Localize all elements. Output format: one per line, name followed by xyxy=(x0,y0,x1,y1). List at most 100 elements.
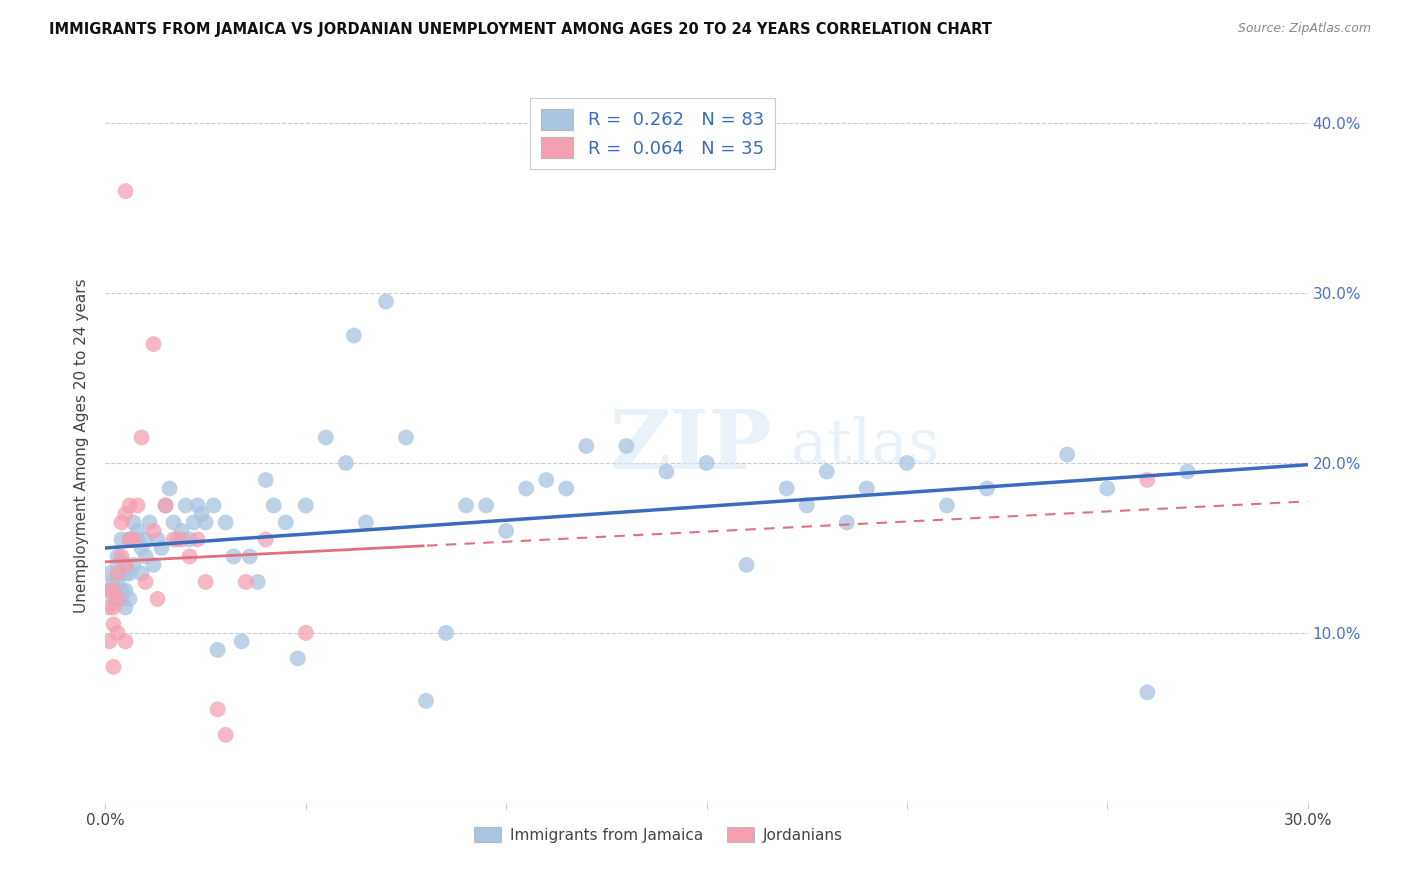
Point xyxy=(1097,482,1119,496)
Point xyxy=(170,524,193,538)
Point xyxy=(118,533,141,547)
Point xyxy=(315,430,337,444)
Point xyxy=(354,516,377,530)
Point xyxy=(179,549,201,564)
Point xyxy=(118,533,141,547)
Point xyxy=(214,516,236,530)
Point xyxy=(187,533,209,547)
Text: Source: ZipAtlas.com: Source: ZipAtlas.com xyxy=(1237,22,1371,36)
Point xyxy=(194,516,217,530)
Point xyxy=(127,524,149,538)
Point xyxy=(515,482,537,496)
Point xyxy=(231,634,253,648)
Point xyxy=(107,591,129,606)
Point xyxy=(122,533,145,547)
Point xyxy=(98,583,121,598)
Point xyxy=(214,728,236,742)
Y-axis label: Unemployment Among Ages 20 to 24 years: Unemployment Among Ages 20 to 24 years xyxy=(75,278,90,614)
Point xyxy=(287,651,309,665)
Point xyxy=(246,574,269,589)
Point xyxy=(114,600,136,615)
Point xyxy=(114,583,136,598)
Point xyxy=(98,634,121,648)
Point xyxy=(135,574,157,589)
Point xyxy=(162,533,184,547)
Point xyxy=(202,499,225,513)
Point xyxy=(295,499,318,513)
Point xyxy=(135,549,157,564)
Point xyxy=(295,626,318,640)
Point xyxy=(263,499,285,513)
Point xyxy=(1056,448,1078,462)
Point xyxy=(114,558,136,572)
Point xyxy=(274,516,297,530)
Point xyxy=(110,549,132,564)
Point xyxy=(575,439,598,453)
Point xyxy=(235,574,257,589)
Point xyxy=(135,533,157,547)
Point xyxy=(495,524,517,538)
Point xyxy=(375,294,398,309)
Point xyxy=(98,566,121,581)
Point xyxy=(114,558,136,572)
Point xyxy=(796,499,818,513)
Point xyxy=(103,660,125,674)
Point xyxy=(142,558,165,572)
Point xyxy=(103,574,125,589)
Point xyxy=(976,482,998,496)
Point xyxy=(118,499,141,513)
Point xyxy=(735,558,758,572)
Point xyxy=(456,499,478,513)
Point xyxy=(122,558,145,572)
Point xyxy=(170,533,193,547)
Point xyxy=(1136,473,1159,487)
Legend: Immigrants from Jamaica, Jordanians: Immigrants from Jamaica, Jordanians xyxy=(468,821,849,848)
Text: atlas: atlas xyxy=(790,416,939,476)
Point xyxy=(131,430,153,444)
Point xyxy=(222,549,245,564)
Point xyxy=(98,600,121,615)
Point xyxy=(155,499,177,513)
Point xyxy=(103,583,125,598)
Point xyxy=(103,617,125,632)
Point xyxy=(194,574,217,589)
Point xyxy=(107,626,129,640)
Point xyxy=(107,574,129,589)
Point xyxy=(415,694,437,708)
Point xyxy=(162,516,184,530)
Point xyxy=(254,473,277,487)
Point xyxy=(616,439,638,453)
Point xyxy=(146,591,169,606)
Point xyxy=(190,507,212,521)
Point xyxy=(174,499,197,513)
Point xyxy=(159,482,181,496)
Point xyxy=(114,566,136,581)
Point xyxy=(655,465,678,479)
Point xyxy=(1136,685,1159,699)
Text: ZIP: ZIP xyxy=(610,406,773,486)
Point xyxy=(142,524,165,538)
Point xyxy=(395,430,418,444)
Point xyxy=(114,634,136,648)
Point xyxy=(138,516,160,530)
Point xyxy=(855,482,877,496)
Point xyxy=(936,499,959,513)
Point xyxy=(107,558,129,572)
Point xyxy=(110,516,132,530)
Point xyxy=(131,566,153,581)
Point xyxy=(179,533,201,547)
Point xyxy=(1177,465,1199,479)
Point xyxy=(207,643,229,657)
Point xyxy=(114,507,136,521)
Text: IMMIGRANTS FROM JAMAICA VS JORDANIAN UNEMPLOYMENT AMONG AGES 20 TO 24 YEARS CORR: IMMIGRANTS FROM JAMAICA VS JORDANIAN UNE… xyxy=(49,22,993,37)
Point xyxy=(815,465,838,479)
Point xyxy=(110,591,132,606)
Point xyxy=(239,549,262,564)
Point xyxy=(475,499,498,513)
Point xyxy=(696,456,718,470)
Point xyxy=(183,516,205,530)
Point xyxy=(110,533,132,547)
Point xyxy=(127,499,149,513)
Point xyxy=(131,541,153,555)
Point xyxy=(122,516,145,530)
